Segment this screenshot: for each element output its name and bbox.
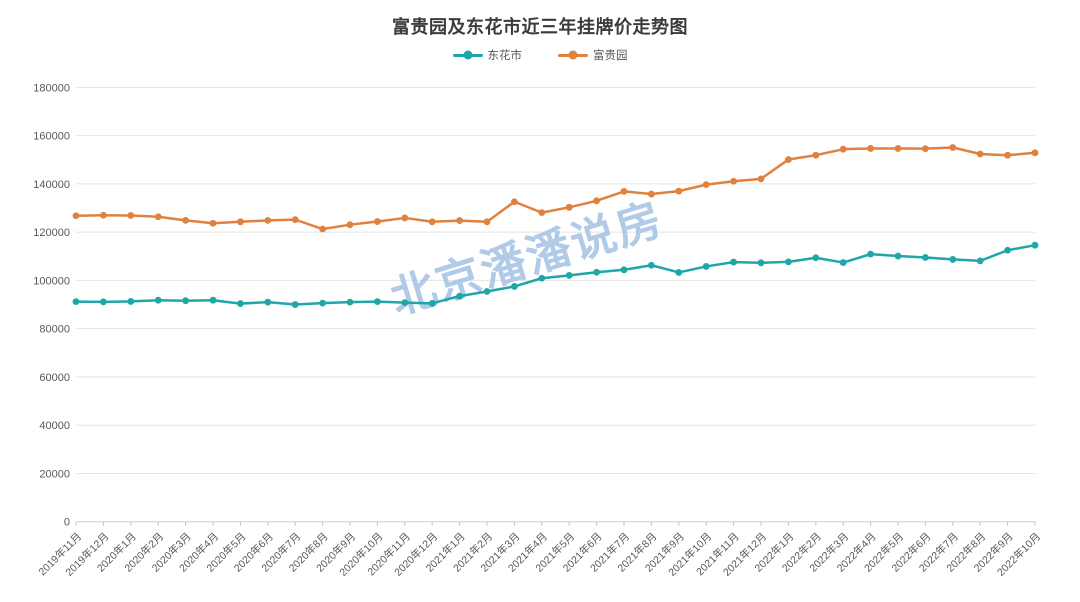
data-point-marker	[702, 263, 710, 270]
data-point-marker	[127, 298, 135, 305]
data-point-marker	[894, 252, 902, 260]
y-axis-tick-label: 100000	[33, 275, 70, 287]
y-axis-tick-label: 20000	[39, 468, 70, 480]
data-point-marker	[209, 219, 217, 227]
data-point-marker	[922, 254, 929, 261]
legend-label-fuguiyuan: 富贵园	[593, 50, 628, 62]
data-point-marker	[319, 225, 326, 233]
series-line-fuguiyuan	[74, 146, 1037, 231]
data-point-marker	[702, 181, 710, 189]
data-point-marker	[319, 299, 326, 307]
data-point-marker	[237, 218, 244, 226]
y-axis-tick-label: 0	[64, 517, 70, 529]
data-point-marker	[264, 216, 272, 224]
data-point-marker	[675, 187, 683, 195]
data-point-marker	[593, 197, 600, 205]
legend-item-fuguiyuan[interactable]: 富贵园	[558, 47, 628, 63]
data-point-marker	[428, 299, 436, 307]
data-point-marker	[976, 150, 984, 158]
data-point-marker	[401, 299, 409, 307]
legend: 东花市 富贵园	[0, 47, 1080, 63]
data-point-marker	[428, 218, 436, 226]
data-point-marker	[100, 211, 107, 219]
y-axis-tick-label: 40000	[39, 420, 70, 432]
y-axis-tick-label: 80000	[39, 324, 70, 336]
data-point-marker	[620, 187, 628, 195]
data-point-marker	[565, 203, 573, 211]
data-point-marker	[374, 218, 381, 225]
data-point-marker	[483, 288, 491, 295]
data-point-marker	[675, 269, 683, 276]
data-point-marker	[757, 175, 765, 183]
chart-title: 富贵园及东花市近三年挂牌价走势图	[392, 17, 688, 37]
data-point-marker	[949, 144, 957, 151]
y-axis-tick-label: 180000	[33, 82, 70, 94]
data-point-marker	[127, 212, 135, 219]
data-point-marker	[374, 298, 381, 306]
y-axis-tick-label: 160000	[33, 131, 70, 143]
data-point-marker	[839, 259, 847, 266]
data-point-marker	[456, 292, 463, 300]
data-point-marker	[401, 214, 409, 222]
data-point-marker	[456, 217, 463, 224]
data-point-marker	[757, 259, 765, 267]
data-point-marker	[565, 271, 573, 279]
data-point-marker	[593, 268, 600, 276]
data-point-marker	[648, 190, 655, 198]
data-point-marker	[785, 258, 792, 266]
data-point-marker	[867, 250, 874, 258]
data-point-marker	[264, 298, 272, 306]
data-point-marker	[949, 256, 957, 263]
data-point-marker	[1031, 149, 1039, 157]
series-line-donghuashi	[74, 243, 1037, 306]
data-point-marker	[730, 177, 737, 185]
data-point-marker	[72, 212, 80, 220]
data-point-marker	[839, 145, 847, 153]
data-point-marker	[1004, 151, 1011, 159]
legend-label-donghuashi: 东花市	[487, 50, 523, 62]
data-point-marker	[346, 221, 354, 229]
data-point-marker	[154, 296, 162, 304]
data-point-marker	[291, 301, 299, 308]
data-point-marker	[209, 296, 217, 304]
data-point-marker	[894, 145, 902, 152]
data-point-marker	[1031, 241, 1039, 249]
data-point-marker	[182, 297, 190, 305]
data-point-marker	[976, 257, 984, 265]
data-point-marker	[730, 258, 737, 266]
data-point-marker	[922, 145, 929, 153]
legend-line-dot-icon	[558, 50, 588, 60]
y-axis-tick-label: 60000	[39, 372, 70, 384]
data-point-marker	[812, 151, 820, 159]
data-point-marker	[154, 213, 162, 221]
data-point-marker	[812, 254, 820, 262]
data-point-marker	[1004, 246, 1011, 254]
data-point-marker	[72, 298, 80, 306]
data-point-marker	[291, 216, 299, 224]
data-point-marker	[620, 266, 628, 274]
data-point-marker	[511, 198, 518, 206]
data-point-marker	[785, 156, 792, 163]
data-point-marker	[538, 209, 546, 217]
data-point-marker	[867, 145, 874, 152]
watermark-text: 北京潘潘说房	[385, 193, 670, 324]
data-point-marker	[511, 283, 518, 290]
y-axis-tick-label: 120000	[33, 227, 70, 239]
data-point-marker	[483, 218, 491, 226]
legend-line-dot-icon	[452, 50, 483, 60]
data-point-marker	[237, 300, 244, 307]
legend-item-donghuashi[interactable]: 东花市	[452, 47, 523, 63]
data-point-marker	[538, 274, 546, 282]
data-point-marker	[346, 298, 354, 306]
data-point-marker	[648, 261, 655, 269]
data-point-marker	[182, 216, 190, 224]
data-point-marker	[100, 298, 107, 306]
y-axis-tick-label: 140000	[33, 179, 70, 191]
